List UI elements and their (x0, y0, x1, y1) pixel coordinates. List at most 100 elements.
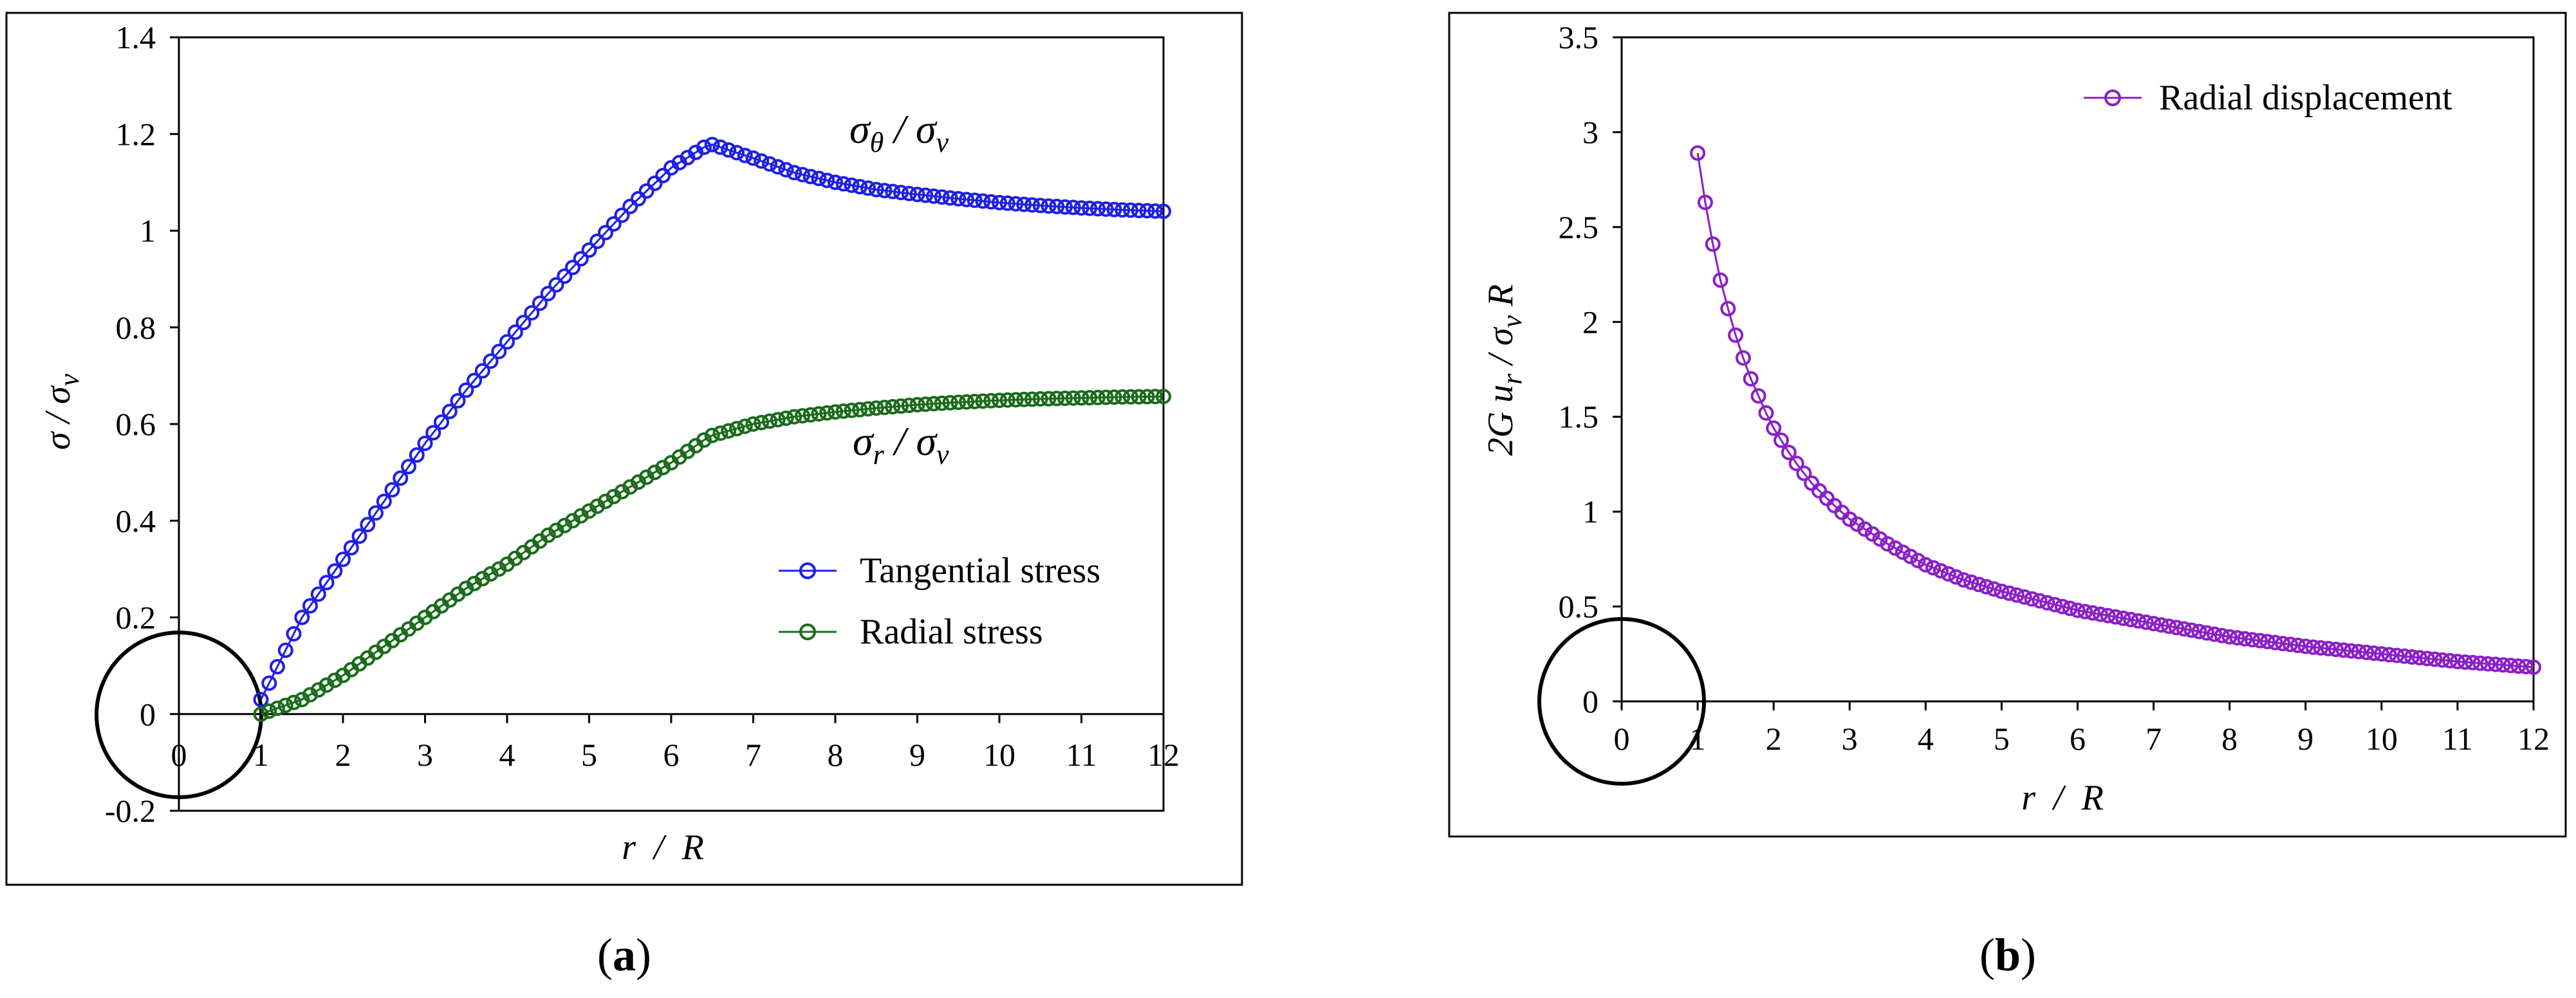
data-point-tangential-stress (631, 190, 646, 207)
data-point-radial-stress (909, 397, 925, 412)
data-point-radial-stress (696, 432, 712, 448)
data-point-tangential-stress (860, 180, 876, 196)
data-point-tangential-stress (762, 156, 777, 172)
data-point-radial-displacement (1925, 560, 1941, 576)
data-point-tangential-stress (795, 167, 810, 183)
data-point-tangential-stress (844, 177, 860, 193)
data-point-radial-displacement (2495, 657, 2511, 673)
data-point-radial-displacement (2510, 658, 2526, 674)
data-point-radial-stress (573, 508, 589, 524)
data-point-radial-stress (467, 575, 482, 591)
data-point-tangential-stress (778, 162, 794, 178)
panel-a-x-tick-label: 12 (1147, 737, 1180, 773)
data-point-radial-displacement (2503, 658, 2519, 674)
panel-a-y-tick-label: 1.4 (116, 19, 156, 55)
panel-b-caption-letter: b (1995, 929, 2021, 981)
data-point-radial-displacement (2221, 629, 2238, 645)
data-point-tangential-stress (835, 176, 851, 192)
data-point-radial-displacement (1940, 566, 1956, 582)
data-point-tangential-stress (417, 436, 433, 451)
data-point-tangential-stress (1147, 203, 1163, 219)
data-point-radial-displacement (2183, 622, 2200, 638)
data-point-radial-stress (712, 425, 728, 441)
panel-a-caption: (a) (597, 929, 651, 981)
tangential-curve-label-main: σ (849, 106, 871, 152)
data-point-radial-displacement (2442, 652, 2458, 669)
data-point-radial-stress (992, 393, 1007, 409)
radial-curve-label-sub1: r (873, 439, 885, 470)
data-point-tangential-stress (1131, 203, 1147, 219)
legend-marker-tangential (799, 562, 816, 579)
data-point-radial-stress (622, 479, 638, 495)
panel-a-y-axis-title-text: σ / σ (38, 385, 78, 450)
data-point-tangential-stress (277, 642, 293, 658)
data-point-radial-displacement (2229, 630, 2245, 646)
data-point-radial-displacement (2313, 640, 2329, 656)
panel-a-x-axis-title: r / R (622, 827, 704, 867)
data-point-radial-stress (606, 488, 622, 504)
data-point-tangential-stress (393, 470, 409, 486)
panel-a-y-tick-label: 1.2 (116, 116, 156, 152)
data-point-radial-stress (1041, 391, 1057, 407)
data-point-radial-displacement (2115, 610, 2131, 626)
data-point-radial-stress (1073, 390, 1089, 406)
panel-a-y-tick-label: 0.2 (116, 600, 156, 636)
data-point-tangential-stress (1090, 201, 1106, 217)
data-point-radial-displacement (2191, 624, 2207, 640)
panel-b-x-tick-label: 2 (1766, 721, 1782, 757)
data-point-radial-displacement (2009, 587, 2025, 603)
data-point-tangential-stress (704, 136, 720, 152)
data-point-radial-stress (483, 566, 499, 582)
legend-label-displacement: Radial displacement (2159, 78, 2452, 118)
data-point-radial-displacement (2366, 645, 2382, 661)
data-point-radial-stress (975, 393, 991, 409)
panel-a-caption-letter: a (613, 929, 636, 981)
panel-b-series (1690, 145, 2541, 675)
data-point-radial-displacement (1986, 581, 2002, 597)
data-point-tangential-stress (532, 295, 548, 311)
data-point-radial-displacement (2016, 589, 2032, 605)
data-point-tangential-stress (335, 551, 351, 568)
data-point-radial-displacement (2472, 655, 2488, 671)
data-point-radial-stress (581, 503, 597, 519)
data-point-radial-stress (811, 406, 827, 422)
panel-a-series (253, 136, 1171, 722)
panel-a-y-axis-title-subscript: v (53, 373, 85, 386)
data-point-tangential-stress (606, 216, 622, 232)
data-point-tangential-stress (1057, 199, 1073, 215)
data-point-radial-displacement (1864, 526, 1880, 542)
panel-a-caption-close: ) (636, 929, 651, 981)
data-point-tangential-stress (499, 334, 515, 350)
data-point-radial-displacement (2169, 620, 2184, 636)
data-point-tangential-stress (737, 147, 753, 163)
data-point-radial-stress (1008, 392, 1024, 408)
data-point-radial-stress (1016, 391, 1032, 407)
data-point-tangential-stress (852, 179, 868, 195)
data-point-radial-displacement (1728, 327, 1744, 343)
data-point-radial-displacement (2518, 659, 2534, 674)
data-point-radial-stress (277, 698, 293, 714)
data-point-tangential-stress (434, 414, 449, 430)
panel-a-ticks: -0.200.20.40.60.811.21.40 1 2 3 4 5 6 7 8 9 10 11 12 (105, 19, 1180, 829)
data-point-radial-stress (1024, 391, 1040, 407)
panel-b-y-tick-label: 3 (1582, 114, 1598, 150)
panel-a: -0.200.20.40.60.811.21.40 1 2 3 4 5 6 7 8 9 10 11 12… (5, 12, 1243, 981)
data-point-tangential-stress (1032, 198, 1048, 214)
panel-b-ticks: 00.511.522.533.50 1 2 3 4 5 6 7 8 9 10 11 12 (1559, 19, 2550, 757)
data-point-radial-displacement (2267, 634, 2283, 651)
data-point-tangential-stress (745, 150, 761, 166)
data-point-radial-displacement (2047, 596, 2063, 613)
data-point-tangential-stress (557, 268, 573, 284)
data-point-tangential-stress (524, 305, 540, 321)
data-point-radial-displacement (2153, 617, 2169, 633)
data-point-tangential-stress (1024, 197, 1040, 213)
data-point-radial-displacement (1902, 548, 1918, 564)
data-point-radial-stress (1057, 391, 1073, 406)
data-point-radial-displacement (1948, 569, 1964, 585)
data-point-radial-displacement (2054, 598, 2070, 615)
panel-a-legend: Tangential stress Radial stress (779, 551, 1100, 652)
data-point-radial-stress (598, 494, 613, 510)
data-point-radial-stress (1131, 389, 1147, 405)
data-point-radial-displacement (2001, 585, 2017, 601)
data-point-radial-displacement (2145, 616, 2162, 632)
